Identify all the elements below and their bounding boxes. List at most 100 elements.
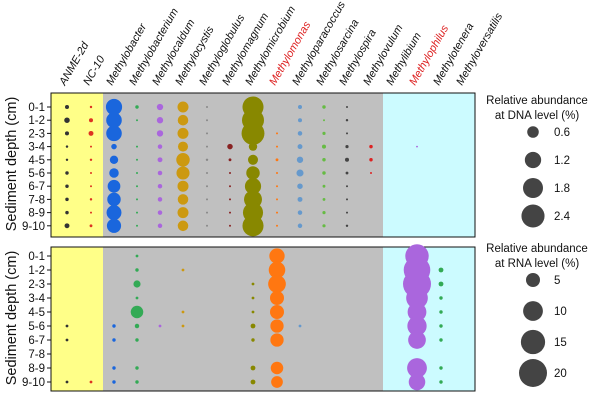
bubble-methylotenera — [439, 338, 443, 342]
bubble-methylotenera — [439, 366, 443, 370]
rna-legend: Relative abundance at RNA level (%) 5 10 15 2… — [486, 243, 588, 387]
y-tick-label: 9-10 — [22, 221, 45, 233]
bubble-methylocystis — [176, 153, 190, 167]
bubble-methylocystis — [177, 127, 189, 139]
bubble-methylomonas — [271, 376, 283, 388]
bubble-methylobacterium — [136, 198, 138, 201]
bubble-methylosarcina — [322, 184, 326, 188]
bubble-methylobacterium — [135, 254, 139, 258]
bubble-methylomagnum — [229, 211, 231, 214]
y-axis-label-dna: Sediment depth (cm) — [4, 97, 20, 232]
bubble-methylomagnum — [229, 185, 231, 188]
band-methanotrophs — [103, 93, 383, 237]
legend-bubble — [520, 329, 546, 355]
bubble-methylomonas — [268, 275, 286, 293]
bubble-methylobacterium — [136, 158, 138, 161]
bubble-anme-2d — [65, 380, 69, 384]
bubble-methylocaldum — [157, 157, 163, 163]
bubble-methylomonas — [269, 248, 285, 264]
bubble-nc-10 — [89, 224, 93, 228]
legend-title: Relative abundance — [486, 95, 588, 107]
bubble-methyloparacoccus — [297, 131, 303, 136]
bubble-methylomonas — [270, 305, 284, 319]
bubble-methylotenera — [439, 296, 443, 300]
bubble-methylobacterium — [135, 366, 139, 370]
y-tick-label: 2-3 — [28, 128, 45, 140]
bubble-methylophilus — [406, 287, 428, 309]
bubble-methylomicrobium — [242, 215, 264, 237]
bubble-methylobacterium — [135, 296, 139, 300]
bubble-methylospira — [346, 106, 348, 108]
bubble-methylocaldum — [156, 103, 164, 111]
bubble-methyloparacoccus — [297, 210, 303, 215]
bubble-methylobacterium — [133, 280, 141, 288]
bubble-methylosarcina — [323, 119, 325, 122]
legend-bubble — [524, 151, 542, 169]
bubble-methylobacter — [109, 168, 119, 178]
bubble-nc-10 — [89, 380, 93, 384]
bubble-methylobacter — [111, 143, 117, 150]
bubble-methyloparacoccus — [297, 104, 303, 110]
bubble-methylomagnum — [228, 158, 232, 162]
bubble-methylosarcina — [322, 224, 326, 228]
bubble-anme-2d — [64, 223, 70, 229]
panel-frame — [50, 92, 476, 238]
bubble-methylomonas — [276, 145, 278, 148]
bubble-nc-10 — [90, 185, 92, 188]
legend-label: 10 — [554, 306, 567, 318]
bubble-methylomonas — [275, 158, 279, 162]
bubble-methylobacterium — [136, 224, 138, 227]
legend-label: 1.2 — [554, 155, 570, 167]
bubble-methylobacterium — [136, 211, 138, 214]
bubble-methylomonas — [276, 185, 278, 188]
band-anme-nc10 — [51, 93, 103, 237]
bubble-methylophilus — [407, 302, 427, 322]
bubble-methylomagnum — [227, 143, 233, 150]
y-tick-label: 5-6 — [28, 321, 45, 333]
bubble-methylomagnum — [229, 172, 231, 174]
bubble-methylocystis — [177, 141, 189, 152]
bubble-methyloparacoccus — [296, 156, 304, 163]
bubble-methyloparacoccus — [297, 144, 303, 150]
bubble-nc-10 — [89, 198, 93, 201]
bubble-nc-10 — [88, 130, 94, 136]
bubble-methylospira — [346, 198, 348, 201]
bubble-methylocystis — [177, 207, 189, 219]
bubble-anme-2d — [65, 324, 69, 328]
bubble-methylomonas — [276, 198, 278, 201]
bubble-methylomonas — [276, 172, 278, 174]
bubble-methyloglobulus — [206, 145, 208, 148]
bubble-methylobacterium — [136, 185, 138, 188]
bubble-methylophilus — [416, 145, 418, 148]
bubble-methylocaldum — [156, 117, 164, 124]
bubble-methylomicrobium — [248, 142, 258, 151]
bubble-methyloparacoccus — [297, 118, 303, 123]
bubble-methylomonas — [276, 132, 278, 135]
y-tick-label: 6-7 — [28, 181, 45, 193]
bubble-methylotenera — [438, 281, 444, 287]
bubble-methylomicrobium — [251, 338, 255, 342]
y-tick-label: 2-3 — [28, 279, 45, 291]
bubble-methylobacterium — [135, 338, 139, 342]
panel-frame — [50, 246, 476, 392]
legend-bubble — [523, 301, 543, 321]
dna-legend: Relative abundance at DNA level (%) 0.6 1.2… — [486, 95, 588, 228]
bubble-methylotenera — [439, 310, 443, 314]
bubble-anme-2d — [65, 197, 69, 202]
y-tick-label: 3-4 — [28, 293, 45, 305]
bubble-methyloglobulus — [206, 132, 208, 135]
bubble-methyloparacoccus — [297, 183, 303, 189]
bubble-methylovulum — [369, 158, 373, 162]
rna-panel: 0-1 1-2 2-3 3-4 4-5 5-6 6-7 7-8 8-9 9-10 — [22, 244, 476, 392]
bubble-methylomagnum — [229, 198, 231, 201]
bubble-methylobacter — [106, 218, 122, 233]
bubble-methylocaldum — [158, 324, 162, 328]
bubble-anme-2d — [65, 171, 69, 175]
bubble-methylocaldum — [157, 183, 163, 189]
bubble-nc-10 — [88, 118, 94, 123]
bubble-methylomonas — [270, 291, 284, 305]
bubble-methylomonas — [276, 224, 278, 227]
band-methanotrophs — [103, 247, 383, 391]
bubble-methylospira — [346, 132, 348, 135]
bubble-methyloglobulus — [206, 198, 208, 201]
